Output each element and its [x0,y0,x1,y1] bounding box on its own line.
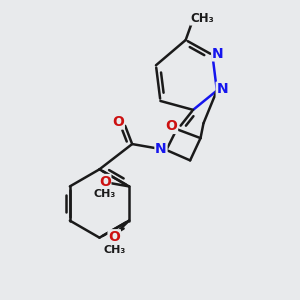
Text: CH₃: CH₃ [103,245,125,255]
Text: O: O [108,230,120,244]
Text: N: N [155,142,167,156]
Text: N: N [216,82,228,96]
Text: O: O [99,175,111,189]
Text: O: O [112,115,124,129]
Text: CH₃: CH₃ [94,189,116,199]
Text: O: O [166,119,177,133]
Text: CH₃: CH₃ [190,12,214,25]
Text: N: N [212,47,224,61]
